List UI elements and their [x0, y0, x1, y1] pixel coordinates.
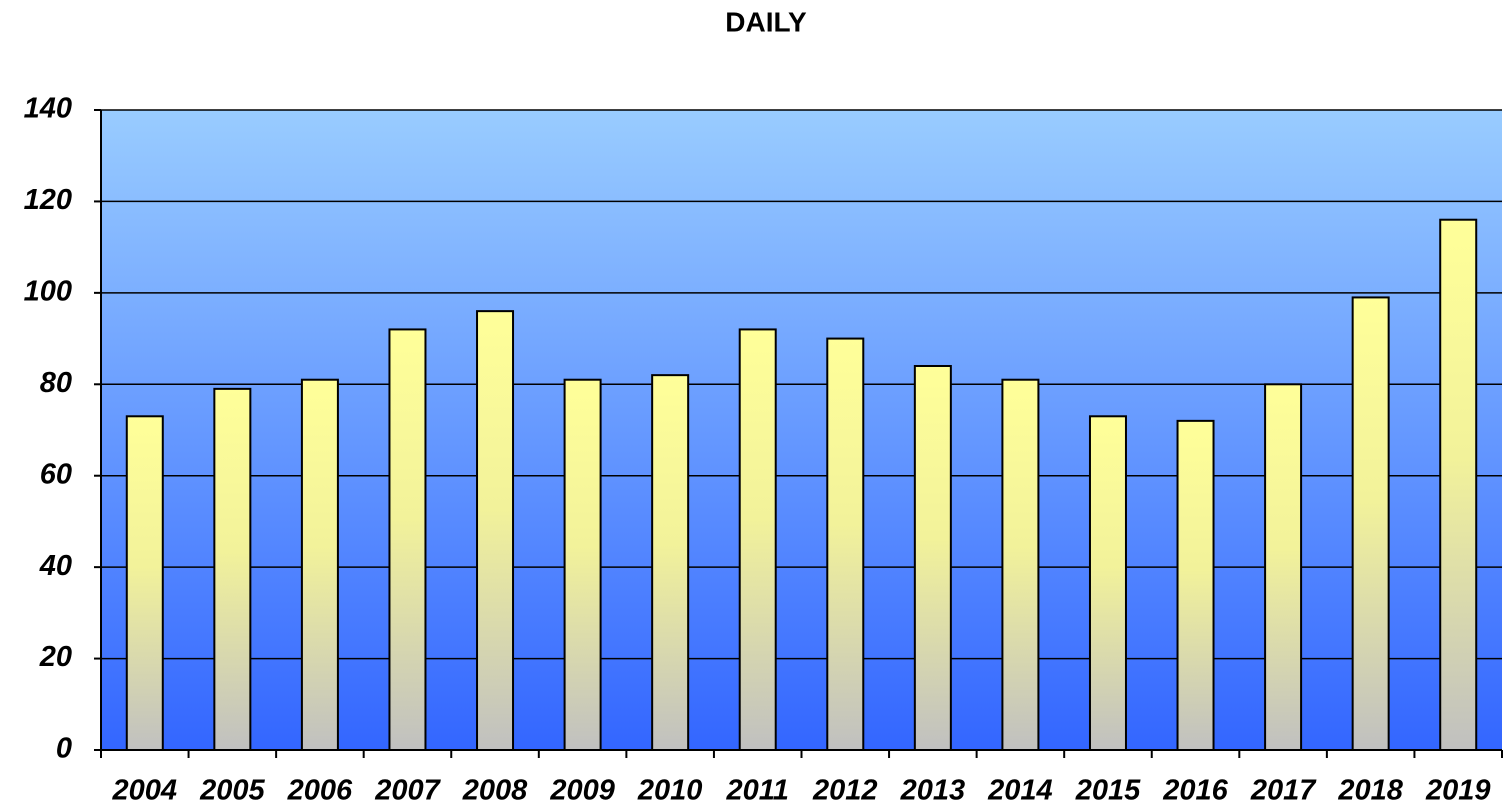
x-tick-label: 2008: [462, 775, 528, 807]
bar: [1001, 378, 1040, 751]
y-tick-label: 80: [40, 367, 72, 399]
bar: [1264, 383, 1303, 751]
bar: [213, 387, 252, 751]
bar: [476, 310, 515, 751]
x-tick-label: 2004: [112, 775, 178, 807]
chart-title: DAILY: [725, 6, 807, 37]
bar: [1351, 296, 1390, 751]
bar: [1439, 218, 1478, 751]
x-tick-label: 2007: [374, 775, 441, 807]
bar: [651, 374, 690, 751]
x-tick-label: 2014: [987, 775, 1053, 807]
y-tick-label: 40: [39, 550, 72, 582]
bar: [300, 378, 339, 751]
y-tick-label: 0: [56, 733, 72, 765]
y-tick-label: 120: [24, 184, 72, 216]
x-tick-label: 2006: [287, 775, 353, 807]
x-tick-label: 2019: [1425, 775, 1491, 807]
x-tick-label: 2017: [1250, 775, 1317, 807]
x-tick-label: 2010: [637, 775, 703, 807]
bar: [388, 328, 427, 751]
y-tick-label: 100: [24, 276, 72, 308]
x-tick-label: 2015: [1075, 775, 1141, 807]
bar: [826, 337, 865, 751]
y-tick-label: 20: [39, 641, 72, 673]
bar: [125, 415, 164, 751]
bar: [738, 328, 777, 751]
bar: [1088, 415, 1127, 751]
x-tick-label: 2009: [549, 775, 615, 807]
y-tick-label: 60: [40, 458, 72, 490]
x-tick-label: 2005: [199, 775, 265, 807]
x-tick-label: 2011: [726, 775, 789, 807]
bar: [913, 365, 952, 751]
y-tick-label: 140: [24, 93, 72, 125]
x-tick-label: 2018: [1337, 775, 1403, 807]
x-tick-label: 2012: [812, 775, 878, 807]
x-tick-label: 2016: [1162, 775, 1228, 807]
x-tick-label: 2013: [900, 775, 966, 807]
bar: [1176, 419, 1215, 751]
bar: [563, 378, 602, 751]
